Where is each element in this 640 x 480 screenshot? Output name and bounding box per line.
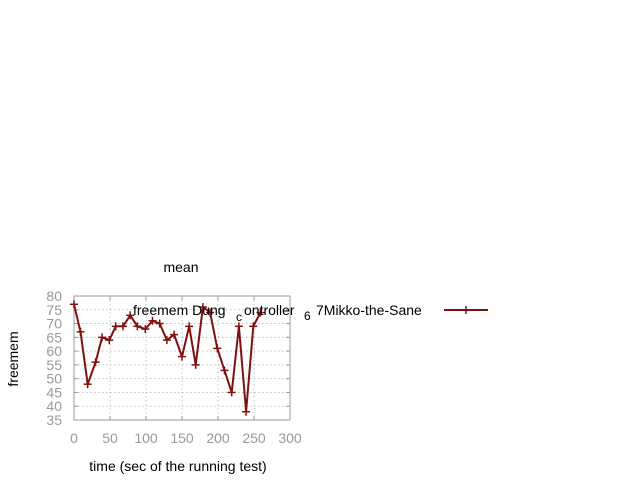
y-tick-label: 45: [46, 384, 62, 400]
legend-label-part-4: 6: [304, 309, 311, 323]
data-point-marker: [227, 388, 236, 397]
data-point-marker: [170, 330, 179, 339]
y-tick-label: 70: [46, 316, 62, 332]
x-tick-label: 150: [170, 430, 194, 446]
data-point-marker: [76, 327, 85, 336]
data-point-marker: [178, 352, 186, 361]
x-tick-label: 200: [206, 430, 230, 446]
data-point-marker: [162, 336, 171, 345]
y-tick-label: 55: [46, 357, 62, 373]
x-tick-label: 250: [242, 430, 266, 446]
data-point-marker: [242, 407, 251, 416]
y-tick-label: 35: [46, 412, 62, 428]
y-tick-label: 40: [46, 398, 62, 414]
data-point-marker: [70, 300, 78, 309]
data-point-marker: [234, 322, 243, 331]
data-point-marker: [83, 380, 92, 389]
legend-label-part-5: 7Mikko-the-Sane: [316, 302, 422, 318]
data-point-marker: [256, 308, 265, 317]
y-tick-label: 50: [46, 371, 62, 387]
legend-line-swatch: [444, 306, 488, 314]
axis-ticks: [73, 295, 291, 421]
x-axis-label: time (sec of the running test): [89, 458, 266, 474]
data-point-marker: [213, 344, 222, 353]
series-line: [73, 304, 262, 413]
y-tick-label: 65: [46, 329, 62, 345]
data-point-marker: [141, 325, 150, 334]
series-freemem: [70, 300, 265, 416]
data-point-marker: [148, 316, 157, 325]
data-point-marker: [191, 360, 200, 369]
data-point-marker: [118, 322, 127, 331]
y-axis-label: freemem: [5, 331, 21, 386]
data-point-marker: [133, 322, 142, 331]
chart-title: mean: [163, 259, 198, 275]
legend-label-part-2: ontroller: [244, 302, 295, 318]
data-point-marker: [155, 319, 164, 328]
x-tick-label: 0: [70, 430, 78, 446]
data-point-marker: [206, 308, 215, 317]
data-point-marker: [105, 336, 114, 345]
y-tick-label: 80: [46, 288, 62, 304]
y-tick-label: 60: [46, 343, 62, 359]
data-point-marker: [249, 322, 258, 331]
legend-label-part-3: c: [236, 310, 242, 324]
data-point-marker: [198, 303, 207, 312]
legend: freemem Dung ontroller c 6 7Mikko-the-Sa…: [133, 302, 488, 324]
data-point-marker: [111, 322, 120, 331]
x-axis-tick-labels: 0 50 100 150 200 250 300: [70, 430, 302, 446]
data-point-marker: [98, 333, 107, 342]
x-tick-label: 100: [134, 430, 158, 446]
data-point-marker: [185, 322, 194, 331]
data-point-marker: [126, 311, 135, 320]
x-tick-label: 300: [278, 430, 302, 446]
legend-label-part-1: freemem Dung: [133, 302, 226, 318]
data-point-marker: [220, 366, 229, 375]
data-point-marker: [91, 358, 100, 367]
x-tick-label: 50: [102, 430, 118, 446]
y-tick-label: 75: [46, 302, 62, 318]
